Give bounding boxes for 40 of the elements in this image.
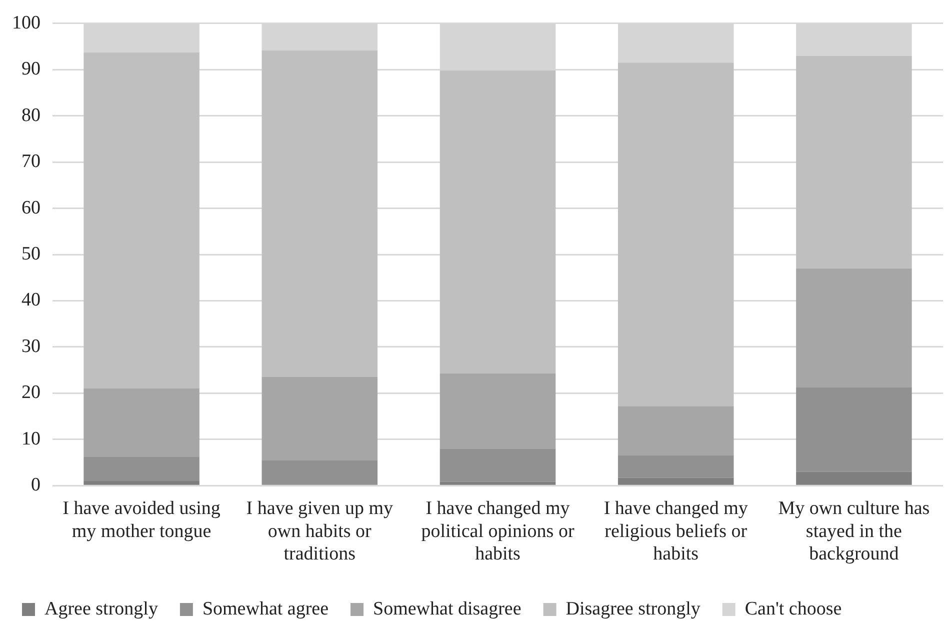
x-tick-label: I have changed my religious beliefs or habits: [604, 498, 748, 565]
bar: [796, 387, 912, 472]
x-tick-label: I have given up my own habits or traditions: [246, 498, 394, 565]
bar: [84, 52, 200, 389]
bar: [796, 268, 912, 388]
legend-label: Agree strongly: [44, 598, 158, 620]
y-tick-label: 40: [22, 290, 40, 311]
bar: [262, 460, 378, 485]
legend-label: Can't choose: [744, 598, 842, 620]
bar: [84, 456, 200, 481]
y-tick-label: 70: [22, 151, 40, 172]
y-tick-label: 60: [22, 197, 40, 218]
x-tick-label: I have avoided using my mother tongue: [62, 498, 221, 542]
y-tick-label: 30: [22, 336, 40, 357]
x-tick-label: I have changed my political opinions or habits: [421, 498, 575, 565]
bar: [262, 50, 378, 377]
bar: [440, 482, 556, 485]
bar: [84, 388, 200, 457]
bar: [84, 480, 200, 485]
legend-label: Somewhat agree: [202, 598, 329, 620]
bar: [796, 472, 912, 485]
bar: [796, 56, 912, 268]
bar: [262, 376, 378, 460]
bar: [618, 456, 734, 478]
y-tick-label: 50: [22, 243, 40, 264]
x-tick-label: My own culture has stayed in the background: [778, 498, 930, 565]
y-tick-label: 0: [31, 474, 40, 496]
y-tick-label: 10: [22, 428, 40, 450]
y-tick-label: 20: [22, 382, 40, 404]
y-tick-label: 90: [22, 58, 40, 80]
bar: [618, 406, 734, 456]
legend-label: Somewhat disagree: [373, 598, 522, 620]
bar: [440, 373, 556, 449]
y-tick-label: 80: [22, 104, 40, 126]
bar: [618, 478, 734, 485]
y-tick-label: 100: [12, 12, 40, 34]
legend-label: Disagree strongly: [566, 598, 701, 620]
bar: [618, 62, 734, 406]
bar: [440, 70, 556, 374]
bar: [440, 448, 556, 482]
